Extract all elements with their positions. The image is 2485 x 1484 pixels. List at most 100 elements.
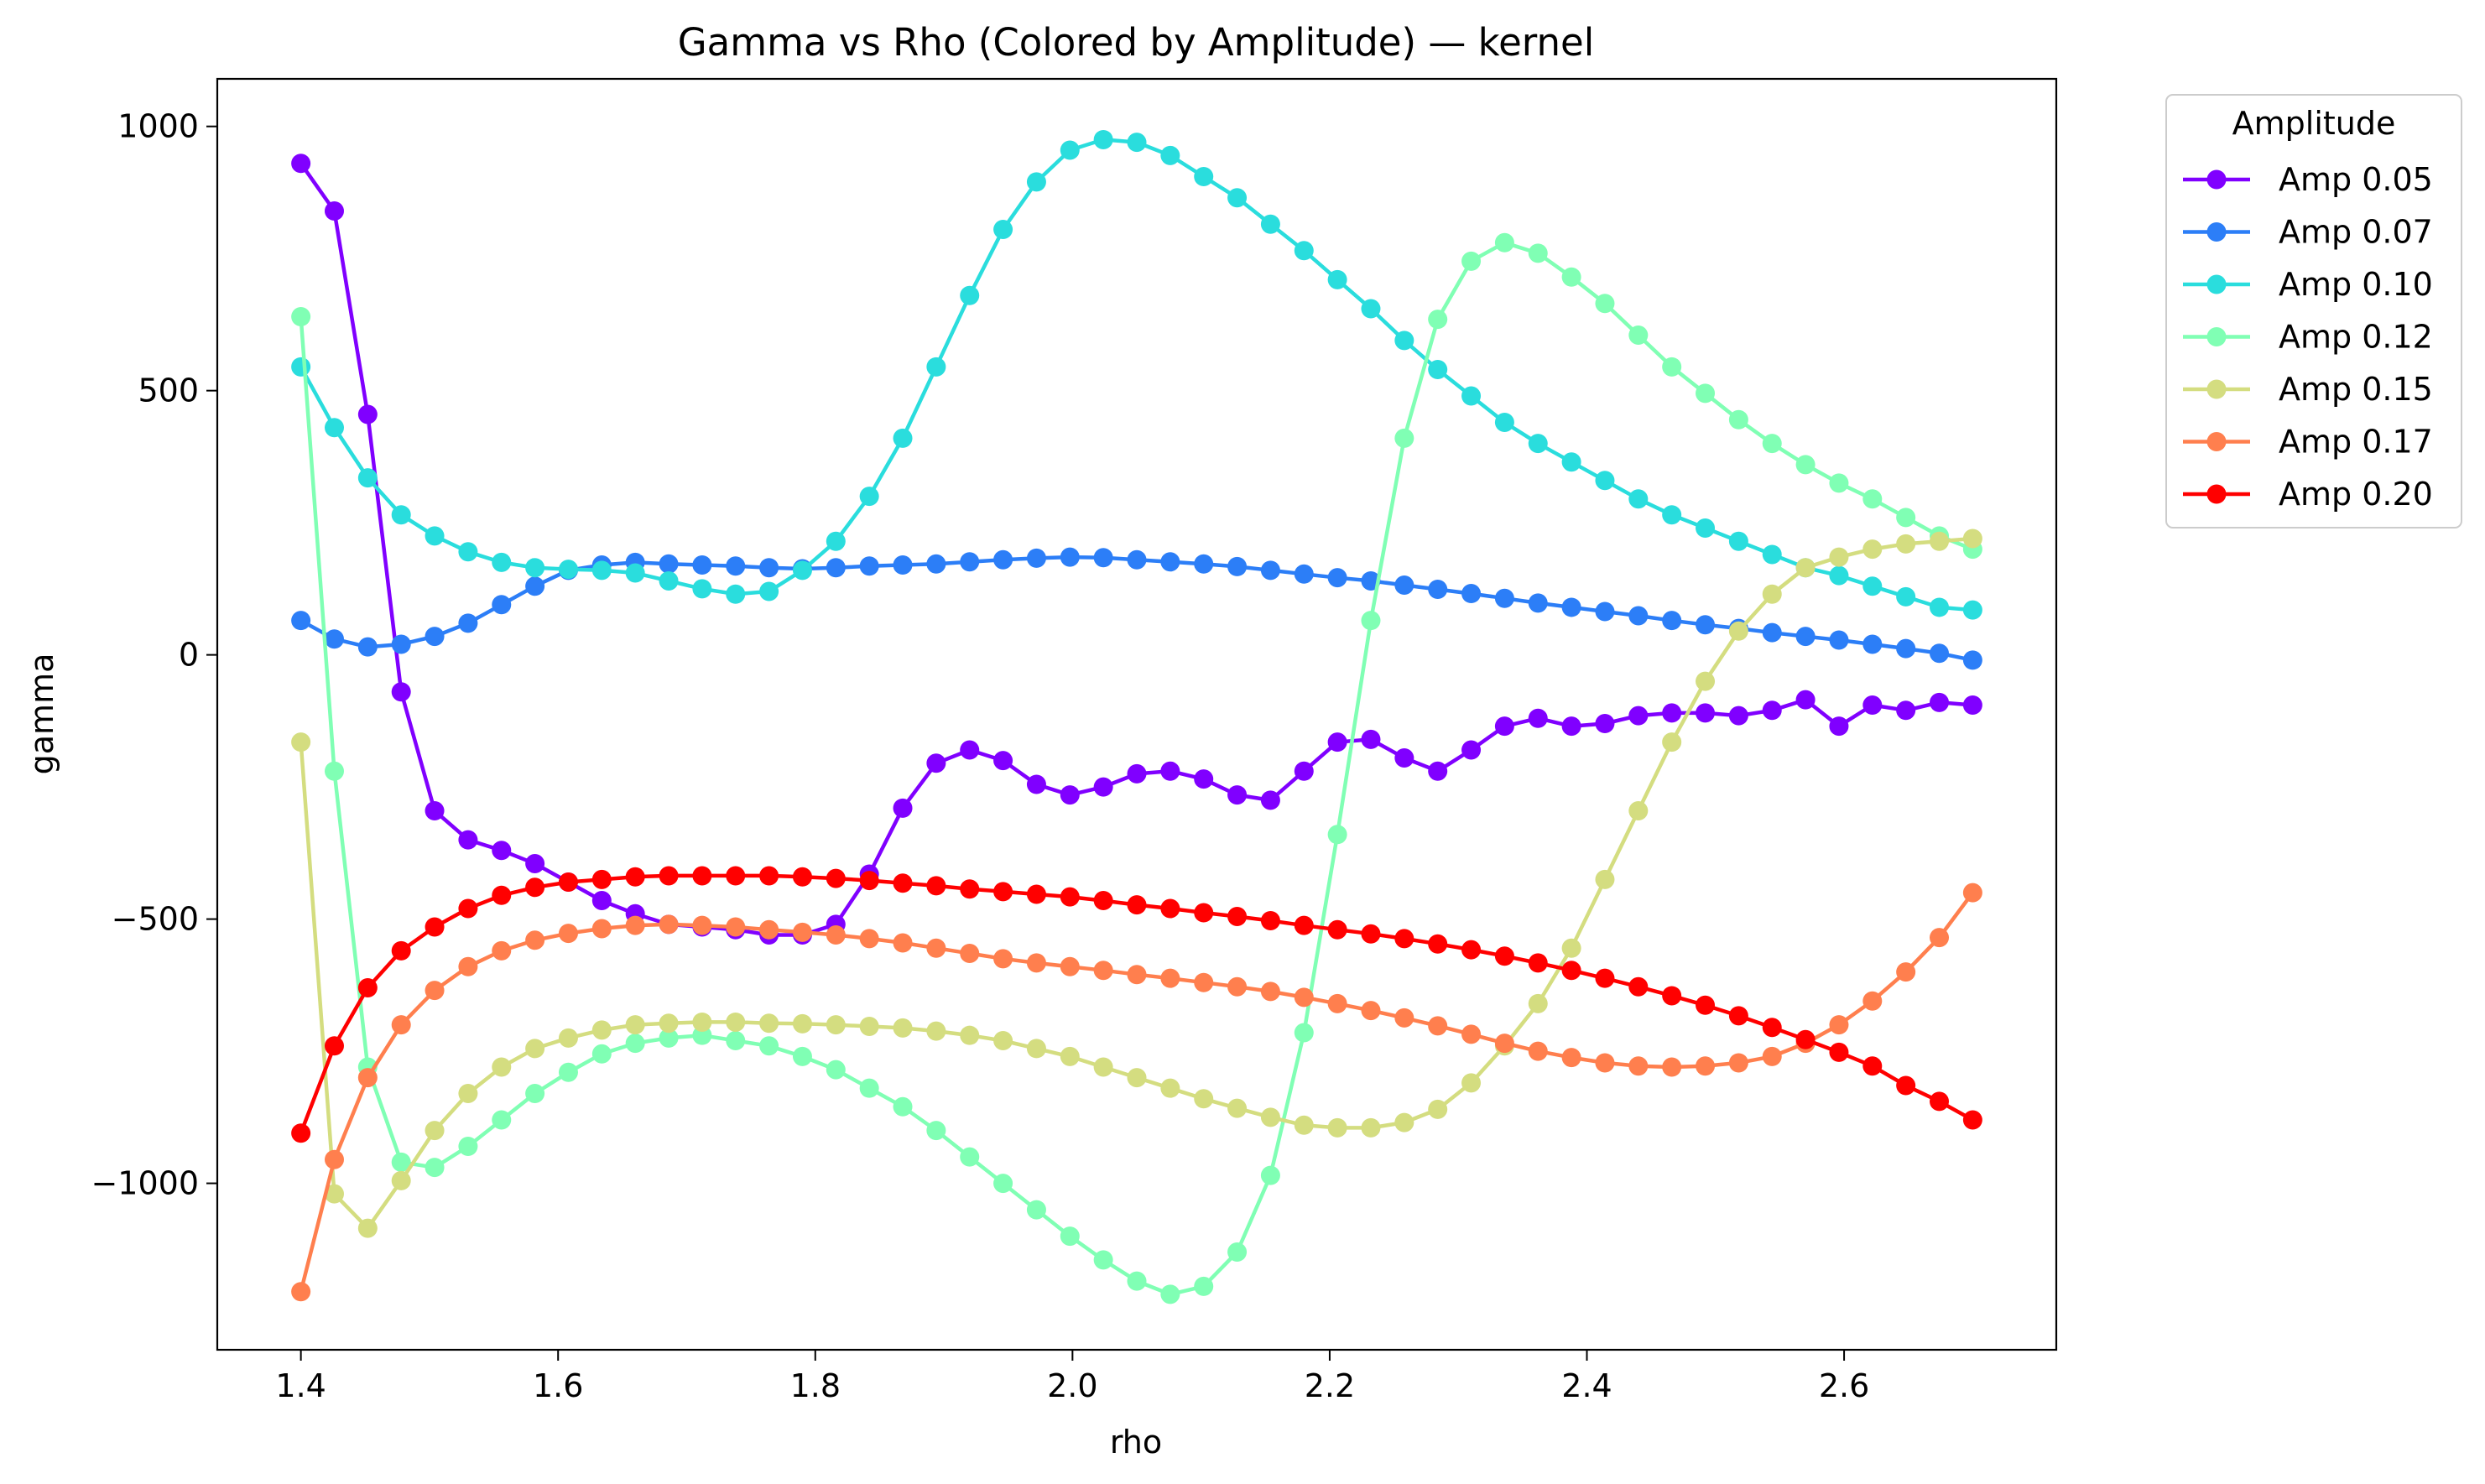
- data-point: [1896, 638, 1916, 659]
- data-point: [993, 751, 1013, 771]
- data-point: [926, 554, 946, 574]
- data-point: [1862, 634, 1883, 654]
- data-point: [1194, 1089, 1214, 1109]
- data-point: [1762, 434, 1782, 454]
- data-point: [1327, 568, 1347, 588]
- data-point: [926, 1021, 946, 1041]
- data-point: [357, 468, 378, 488]
- data-point: [1160, 552, 1180, 572]
- data-point: [659, 1028, 679, 1048]
- data-point: [1361, 611, 1381, 631]
- data-point: [1528, 953, 1548, 973]
- legend-item: Amp 0.12: [2183, 319, 2433, 356]
- data-point: [525, 853, 545, 873]
- data-point: [960, 944, 980, 964]
- data-point: [1494, 588, 1514, 608]
- data-point: [1127, 133, 1147, 153]
- data-point: [1494, 946, 1514, 966]
- data-point: [792, 1046, 812, 1066]
- legend-marker: [2206, 327, 2227, 346]
- data-point: [1327, 919, 1347, 940]
- data-point: [1060, 140, 1080, 160]
- data-point: [1728, 1006, 1748, 1026]
- data-point: [1160, 1284, 1180, 1304]
- data-point: [1728, 706, 1748, 726]
- legend-item: Amp 0.07: [2183, 214, 2433, 251]
- legend-item: Amp 0.15: [2183, 371, 2433, 408]
- data-point: [1026, 548, 1046, 568]
- data-point: [391, 682, 411, 702]
- data-point: [357, 1218, 378, 1238]
- data-point: [692, 866, 712, 886]
- data-point: [1394, 929, 1414, 949]
- data-point: [1762, 584, 1782, 604]
- data-point: [525, 558, 545, 578]
- data-point: [893, 933, 913, 953]
- data-point: [558, 1062, 578, 1082]
- data-point: [792, 922, 812, 942]
- legend-marker: [2206, 274, 2227, 294]
- data-point: [1394, 331, 1414, 351]
- data-point: [1662, 611, 1682, 631]
- data-point: [792, 1013, 812, 1034]
- data-point: [1428, 761, 1448, 781]
- data-point: [1294, 564, 1314, 584]
- data-point: [1194, 769, 1214, 789]
- data-point: [893, 798, 913, 818]
- data-point: [692, 555, 712, 575]
- data-point: [1762, 622, 1782, 643]
- data-point: [1394, 1008, 1414, 1028]
- data-point: [1194, 972, 1214, 992]
- data-point: [826, 1060, 846, 1080]
- legend-marker: [2206, 222, 2227, 242]
- series-amp-0-20: [291, 866, 1982, 1143]
- data-point: [1160, 898, 1180, 919]
- legend-label: Amp 0.15: [2279, 371, 2433, 408]
- data-point: [591, 919, 612, 939]
- data-point: [1428, 1099, 1448, 1119]
- data-point: [659, 866, 679, 886]
- data-point: [893, 428, 913, 448]
- data-point: [324, 629, 344, 649]
- data-point: [291, 1282, 311, 1302]
- data-point: [391, 1015, 411, 1035]
- data-point: [1829, 565, 1849, 586]
- data-point: [1294, 241, 1314, 261]
- x-tick-label: 2.2: [1305, 1367, 1355, 1404]
- legend-marker: [2206, 379, 2227, 399]
- data-point: [1160, 761, 1180, 781]
- legend-marker: [2206, 432, 2227, 451]
- data-point: [1327, 993, 1347, 1013]
- data-point: [591, 560, 612, 581]
- data-point: [859, 871, 879, 891]
- data-point: [458, 542, 478, 562]
- data-point: [1628, 489, 1649, 509]
- data-point: [1628, 800, 1649, 820]
- data-point: [1896, 534, 1916, 554]
- data-point: [893, 1096, 913, 1117]
- data-point: [1494, 232, 1514, 253]
- data-point: [425, 800, 445, 820]
- data-point: [1628, 976, 1649, 997]
- data-point: [1227, 188, 1248, 208]
- y-tick-label: 0: [179, 637, 199, 674]
- data-point: [859, 1016, 879, 1036]
- plot-area-frame: [216, 77, 2058, 1351]
- data-point: [1528, 434, 1548, 454]
- data-point: [1962, 1110, 1982, 1130]
- data-point: [1528, 593, 1548, 613]
- data-point: [1862, 991, 1883, 1011]
- data-point: [1762, 1046, 1782, 1066]
- data-point: [1361, 729, 1381, 749]
- data-point: [1696, 995, 1716, 1015]
- data-point: [726, 1012, 746, 1032]
- data-point: [1461, 386, 1482, 406]
- data-point: [525, 877, 545, 898]
- data-point: [492, 940, 512, 961]
- data-point: [1829, 1015, 1849, 1035]
- data-point: [893, 1018, 913, 1038]
- data-point: [692, 1025, 712, 1045]
- data-point: [1160, 145, 1180, 165]
- data-point: [425, 1121, 445, 1141]
- legend-marker: [2206, 169, 2227, 190]
